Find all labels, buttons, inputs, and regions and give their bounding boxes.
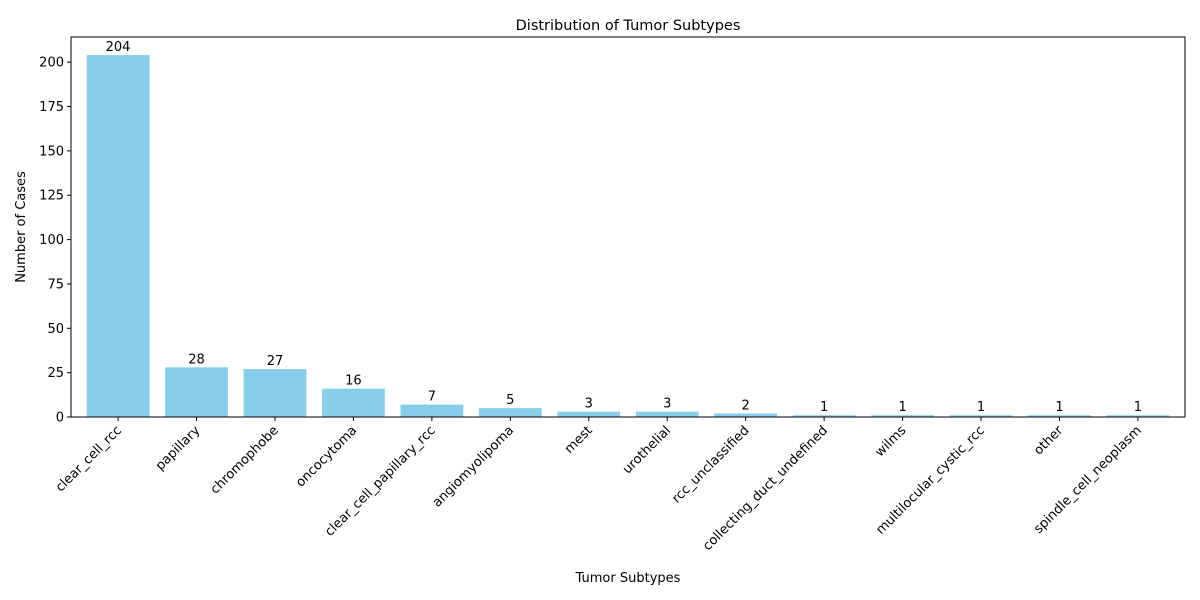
bar-urothelial [635, 411, 699, 417]
bar-spindle_cell_neoplasm [1106, 415, 1170, 417]
value-label-oncocytoma: 16 [345, 374, 362, 389]
y-tick-label: 25 [47, 366, 64, 381]
y-tick-label: 200 [39, 56, 64, 71]
bar-wilms [871, 415, 934, 417]
plot-frame [70, 36, 1186, 418]
y-tick-label: 100 [39, 233, 64, 248]
value-label-spindle_cell_neoplasm: 1 [1134, 400, 1142, 415]
y-tick-label: 175 [39, 100, 64, 115]
y-tick-label: 50 [47, 322, 64, 337]
value-label-angiomyolipoma: 5 [506, 393, 514, 408]
x-axis-title: Tumor Subtypes [575, 571, 681, 586]
value-label-collecting_duct_undefined: 1 [820, 400, 828, 415]
value-label-clear_cell_rcc: 204 [106, 40, 131, 55]
value-labels-layer: 204 28 27 16 7 5 3 3 2 1 1 1 1 1 [106, 40, 1142, 415]
value-label-papillary: 28 [188, 352, 205, 367]
value-label-multilocular_cystic_rcc: 1 [977, 400, 985, 415]
y-tick-label: 0 [56, 411, 64, 426]
y-tick-label: 150 [39, 144, 64, 159]
bar-mest [557, 411, 621, 417]
bar-other [1028, 415, 1091, 417]
value-label-wilms: 1 [898, 400, 906, 415]
value-label-clear_cell_papillary_rcc: 7 [428, 390, 436, 405]
value-label-other: 1 [1055, 400, 1063, 415]
bar-oncocytoma [322, 388, 385, 417]
value-label-urothelial: 3 [663, 397, 671, 412]
y-tick-label: 125 [39, 189, 64, 204]
bar-angiomyolipoma [478, 408, 542, 417]
bar-multilocular_cystic_rcc [949, 415, 1013, 417]
bar-clear_cell_papillary_rcc [400, 404, 464, 417]
chart-title: Distribution of Tumor Subtypes [516, 18, 741, 34]
value-label-rcc_unclassified: 2 [742, 398, 750, 413]
y-axis-title: Number of Cases [14, 171, 29, 283]
y-tick-label: 75 [47, 277, 64, 292]
bars-layer [86, 55, 1170, 417]
value-label-mest: 3 [585, 397, 593, 412]
value-label-chromophobe: 27 [267, 354, 284, 369]
bar-collecting_duct_undefined [792, 415, 856, 417]
y-axis: 0 25 50 75 100 125 150 175 200 [39, 56, 71, 426]
bar-papillary [165, 367, 228, 417]
bar-clear_cell_rcc [86, 55, 150, 417]
bar-chromophobe [243, 369, 307, 417]
bar-rcc_unclassified [714, 413, 778, 417]
